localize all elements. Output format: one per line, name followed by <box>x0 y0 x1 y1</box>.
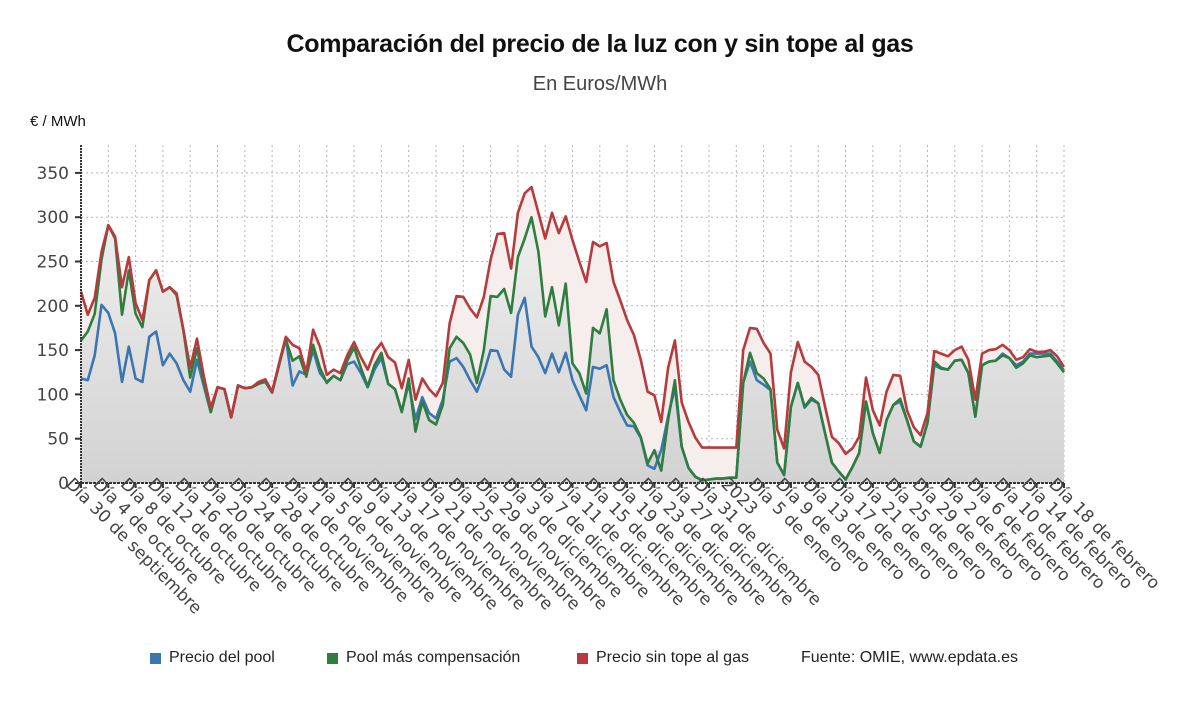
source-credit: Fuente: OMIE, www.epdata.es <box>801 649 1018 666</box>
y-tick-label: 50 <box>47 430 69 450</box>
line-chart: 0 50 100 150 200 250 300 350 Día 30 de septiemb… <box>37 145 1164 618</box>
y-tick-label: 350 <box>37 164 69 184</box>
y-tick-label: 200 <box>37 297 69 317</box>
y-tick-label: 100 <box>37 385 69 405</box>
legend-label: Pool más compensación <box>346 649 521 666</box>
legend-swatch-blue <box>150 652 161 664</box>
legend-item-precio-pool[interactable]: Precio del pool <box>150 649 275 667</box>
legend-swatch-red <box>577 652 588 664</box>
legend-label: Precio del pool <box>169 649 275 666</box>
y-tick-label: 0 <box>58 474 69 494</box>
y-tick-label: 300 <box>37 208 69 228</box>
line-precio-sin-tope <box>79 185 1066 456</box>
y-tick-label: 150 <box>37 341 69 361</box>
chart-title: Comparación del precio de la luz con y s… <box>286 30 914 58</box>
legend-label: Precio sin tope al gas <box>596 649 749 666</box>
area-fills <box>81 187 1064 483</box>
legend-item-pool-compensacion[interactable]: Pool más compensación <box>327 649 520 667</box>
axes <box>80 145 1064 484</box>
chart-subtitle: En Euros/MWh <box>532 73 668 95</box>
series-lines <box>79 185 1066 482</box>
legend: Precio del pool Pool más compensación Pr… <box>150 649 1070 673</box>
y-axis-unit-label: € / MWh <box>30 113 86 130</box>
y-axis-ticks: 0 50 100 150 200 250 300 350 <box>37 164 81 494</box>
area-pool-compensacion <box>81 217 1064 483</box>
legend-swatch-green <box>327 652 338 664</box>
y-tick-label: 250 <box>37 253 69 273</box>
legend-item-precio-sin-tope[interactable]: Precio sin tope al gas <box>577 649 749 667</box>
